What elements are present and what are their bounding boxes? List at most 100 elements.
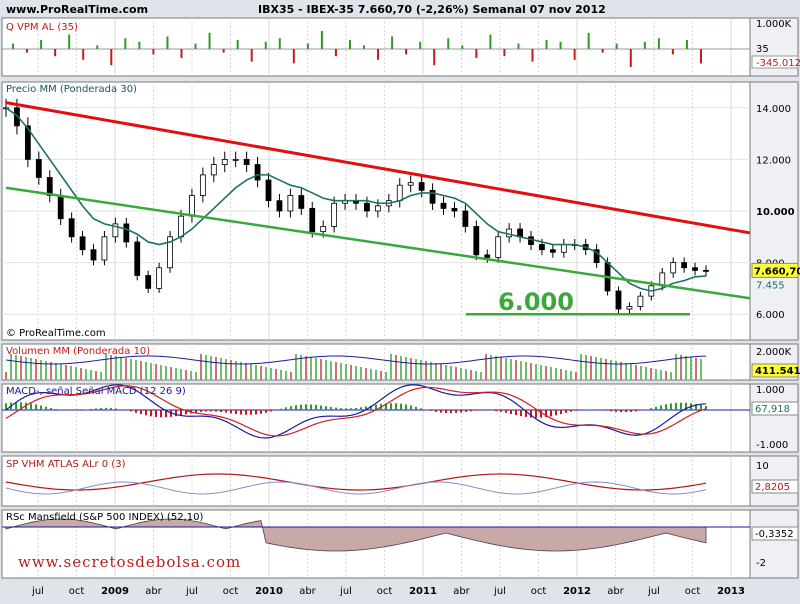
rsc-last-value: -0,3352	[755, 529, 794, 540]
vpm-value: -345.012	[756, 58, 800, 69]
volume-ma-line	[5, 355, 707, 365]
macd-signal-line	[5, 385, 707, 437]
site-label[interactable]: www.ProRealTime.com	[6, 3, 149, 16]
price-candle	[265, 179, 272, 202]
rsc-title: RSc Mansfield (S&P 500 INDEX) (52,10)	[6, 512, 203, 523]
price-candle	[112, 223, 119, 238]
price-candle	[254, 164, 261, 181]
price-candle	[189, 195, 195, 217]
price-candle	[451, 208, 458, 212]
price-candle	[364, 202, 370, 212]
price-candle	[528, 236, 534, 245]
price-candle	[210, 164, 217, 176]
price-candle	[637, 295, 644, 307]
price-candle	[429, 189, 436, 204]
price-candle	[396, 184, 403, 202]
macd-last-value: 67,918	[755, 404, 790, 415]
price-candle	[68, 218, 75, 238]
price-candle	[593, 249, 600, 263]
price-ma-line	[5, 107, 707, 292]
price-ytick: 12.000	[756, 155, 791, 166]
x-tick-label: abr	[453, 586, 470, 597]
price-ytick: 14.000	[756, 104, 791, 115]
price-candle	[309, 208, 316, 233]
price-candle	[440, 202, 447, 209]
price-candle	[287, 195, 294, 212]
panel-vpm	[1, 17, 751, 77]
resistance-trendline	[5, 101, 751, 235]
vpm-title: Q VPM AL (35)	[6, 22, 78, 33]
x-tick-label: 2012	[563, 586, 591, 597]
x-tick-label: abr	[145, 586, 162, 597]
price-candle	[506, 228, 513, 238]
volume-last-value: 411.541	[755, 366, 800, 377]
atlas-ytick: 10	[756, 461, 769, 472]
x-tick-label: jul	[339, 586, 352, 597]
axis-box-macd	[749, 383, 799, 453]
price-candle	[178, 215, 184, 238]
price-candle	[331, 202, 338, 227]
price-candle	[24, 125, 31, 160]
volume-title: Volumen MM (Ponderada 10)	[6, 346, 150, 357]
price-candle	[90, 249, 97, 261]
price-candle	[560, 244, 567, 253]
x-tick-label: 2010	[255, 586, 283, 597]
price-last-box	[751, 262, 799, 278]
x-tick-label: jul	[647, 586, 660, 597]
macd-last-box	[751, 401, 799, 416]
atlas-last-value: 2,8205	[755, 482, 790, 493]
watermark: www.secretosdebolsa.com	[18, 553, 242, 571]
price-candle	[320, 226, 327, 233]
atlas-title: SP VHM ATLAS ALr 0 (3)	[6, 459, 126, 470]
x-tick-label: oct	[531, 586, 547, 597]
price-candle	[14, 107, 20, 127]
price-candle	[374, 205, 381, 212]
price-candle	[35, 158, 42, 178]
atlas-vhm-line	[5, 481, 707, 495]
vpm-ytick: 35	[756, 44, 769, 55]
macd-title: MACD-, señal Señal MACD (12 26 9)	[6, 386, 186, 397]
x-tick-label: 2013	[717, 586, 745, 597]
price-candle	[79, 236, 86, 251]
price-candle	[626, 306, 633, 310]
price-candle	[418, 182, 425, 191]
price-candle	[615, 290, 622, 310]
volume-ytick: 2.000K	[756, 347, 792, 358]
price-ytick: 10.000	[756, 207, 795, 218]
price-candle	[462, 210, 469, 227]
price-candle	[145, 275, 152, 289]
price-candle	[199, 174, 206, 196]
price-candle	[703, 269, 709, 272]
price-title: Precio MM (Ponderada 30)	[6, 84, 137, 95]
x-tick-label: 2011	[409, 586, 437, 597]
price-candle	[221, 158, 228, 165]
price-candle	[276, 200, 283, 212]
price-candle	[123, 223, 130, 243]
x-tick-label: jul	[493, 586, 506, 597]
price-candle	[692, 267, 698, 271]
price-ytick: 6.000	[756, 310, 785, 321]
price-candle	[167, 236, 173, 269]
price-candle	[156, 267, 163, 289]
price-candle	[681, 262, 688, 269]
panel-atlas	[1, 455, 751, 507]
price-candle	[549, 249, 556, 253]
price-candle	[101, 236, 108, 261]
price-candle	[407, 182, 414, 186]
price-candle	[243, 158, 250, 165]
x-tick-label: oct	[377, 586, 393, 597]
rsc-last-box	[751, 526, 799, 541]
support-trendline	[5, 186, 751, 300]
x-tick-label: abr	[607, 586, 624, 597]
price-candle	[670, 262, 677, 274]
x-tick-label: abr	[299, 586, 316, 597]
price-candle	[484, 254, 491, 258]
copyright: © ProRealTime.com	[6, 328, 106, 339]
price-candle	[473, 226, 480, 256]
price-candle	[134, 241, 141, 276]
chart-title: IBX35 - IBEX-35 7.660,70 (-2,26%) Semana…	[258, 3, 606, 16]
macd-ytick: -1.000	[756, 440, 788, 451]
vpm-ytick: 1.000K	[756, 19, 792, 30]
x-tick-label: 2009	[101, 586, 129, 597]
